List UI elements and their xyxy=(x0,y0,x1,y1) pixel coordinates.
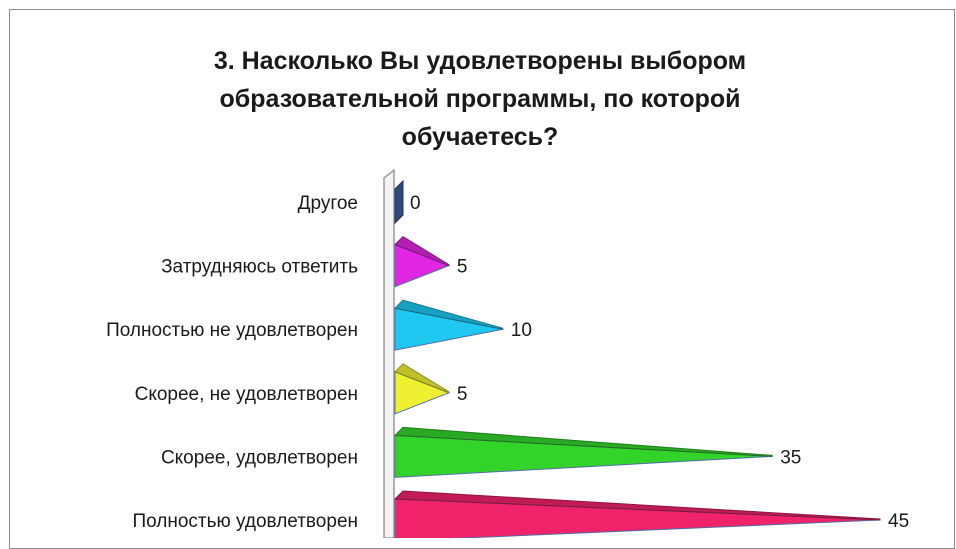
category-label: Затрудняюсь ответить xyxy=(161,257,358,278)
bar xyxy=(393,426,773,478)
data-label: 45 xyxy=(888,511,909,532)
bar xyxy=(393,299,504,351)
category-label: Скорее, удовлетворен xyxy=(161,447,358,468)
bar-edge xyxy=(394,498,881,521)
data-label: 5 xyxy=(457,384,468,405)
chart-title: 3. Насколько Вы удовлетворены выбором об… xyxy=(213,47,747,151)
category-label: Другое xyxy=(298,193,358,214)
bar-edge xyxy=(394,244,450,267)
bar-edge xyxy=(394,307,503,330)
data-label: 10 xyxy=(511,320,532,341)
data-label: 0 xyxy=(410,193,421,214)
data-label: 35 xyxy=(780,447,801,468)
data-label: 5 xyxy=(457,257,468,278)
bar-edge xyxy=(394,371,450,394)
bar-face xyxy=(394,179,404,225)
bar xyxy=(394,179,404,225)
category-label: Полностью не удовлетворен xyxy=(106,320,358,341)
axis-wall xyxy=(383,168,395,538)
bar-edge xyxy=(394,434,773,457)
bar xyxy=(394,235,451,288)
bar xyxy=(393,490,881,538)
category-label: Полностью удовлетворен xyxy=(132,511,358,532)
bar xyxy=(394,363,451,415)
chart-plot: Другое 0 Затрудняюсь ответить 5 Полностью не… xyxy=(106,168,909,538)
category-label: Скорее, не удовлетворен xyxy=(135,384,358,405)
